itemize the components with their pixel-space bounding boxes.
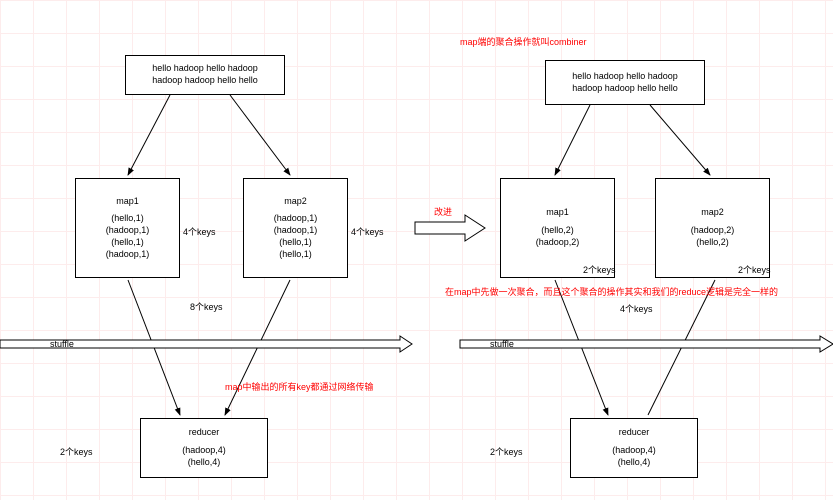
left-reducer-l1: (hadoop,4) <box>182 445 226 457</box>
left-map1-title: map1 <box>116 196 139 208</box>
left-reducer-l2: (hello,4) <box>188 457 221 469</box>
left-map2-l3: (hello,1) <box>279 237 312 249</box>
right-input-line1: hello hadoop hello hadoop <box>572 71 678 83</box>
right-reducer-keys: 2个keys <box>490 445 523 458</box>
left-map1-keys: 4个keys <box>183 225 216 238</box>
right-map1-title: map1 <box>546 207 569 219</box>
left-reducer-box: reducer (hadoop,4) (hello,4) <box>140 418 268 478</box>
left-shuffle-count: 8个keys <box>190 300 223 313</box>
right-map2-l2: (hello,2) <box>696 237 729 249</box>
right-reducer-box: reducer (hadoop,4) (hello,4) <box>570 418 698 478</box>
left-map1-l4: (hadoop,1) <box>106 249 150 261</box>
right-map2-keys: 2个keys <box>738 263 771 276</box>
left-input-box: hello hadoop hello hadoop hadoop hadoop … <box>125 55 285 95</box>
right-top-note: map端的聚合操作就叫combiner <box>460 35 587 48</box>
improve-label: 改进 <box>434 205 452 218</box>
left-map2-title: map2 <box>284 196 307 208</box>
right-map1-keys: 2个keys <box>583 263 616 276</box>
right-input-box: hello hadoop hello hadoop hadoop hadoop … <box>545 60 705 105</box>
right-map2-l1: (hadoop,2) <box>691 225 735 237</box>
left-map1-l3: (hello,1) <box>111 237 144 249</box>
left-transport-note: map中输出的所有key都通过网络传输 <box>225 380 374 393</box>
left-map2-keys: 4个keys <box>351 225 384 238</box>
left-map1-box: map1 (hello,1) (hadoop,1) (hello,1) (had… <box>75 178 180 278</box>
right-combine-note: 在map中先做一次聚合，而且这个聚合的操作其实和我们的reduce逻辑是完全一样… <box>445 285 778 298</box>
left-input-line2: hadoop hadoop hello hello <box>152 75 258 87</box>
right-input-line2: hadoop hadoop hello hello <box>572 83 678 95</box>
left-reducer-title: reducer <box>189 427 220 439</box>
right-reducer-l1: (hadoop,4) <box>612 445 656 457</box>
left-map2-l1: (hadoop,1) <box>274 213 318 225</box>
left-map2-l4: (hello,1) <box>279 249 312 261</box>
right-reducer-title: reducer <box>619 427 650 439</box>
right-reducer-l2: (hello,4) <box>618 457 651 469</box>
left-map2-l2: (hadoop,1) <box>274 225 318 237</box>
right-map1-l2: (hadoop,2) <box>536 237 580 249</box>
left-map1-l2: (hadoop,1) <box>106 225 150 237</box>
left-shuffle-label: stuffle <box>50 339 74 349</box>
right-shuffle-count: 4个keys <box>620 302 653 315</box>
right-shuffle-label: stuffle <box>490 339 514 349</box>
left-map1-l1: (hello,1) <box>111 213 144 225</box>
left-input-line1: hello hadoop hello hadoop <box>152 63 258 75</box>
right-map2-title: map2 <box>701 207 724 219</box>
right-map1-l1: (hello,2) <box>541 225 574 237</box>
left-map2-box: map2 (hadoop,1) (hadoop,1) (hello,1) (he… <box>243 178 348 278</box>
left-reducer-keys: 2个keys <box>60 445 93 458</box>
